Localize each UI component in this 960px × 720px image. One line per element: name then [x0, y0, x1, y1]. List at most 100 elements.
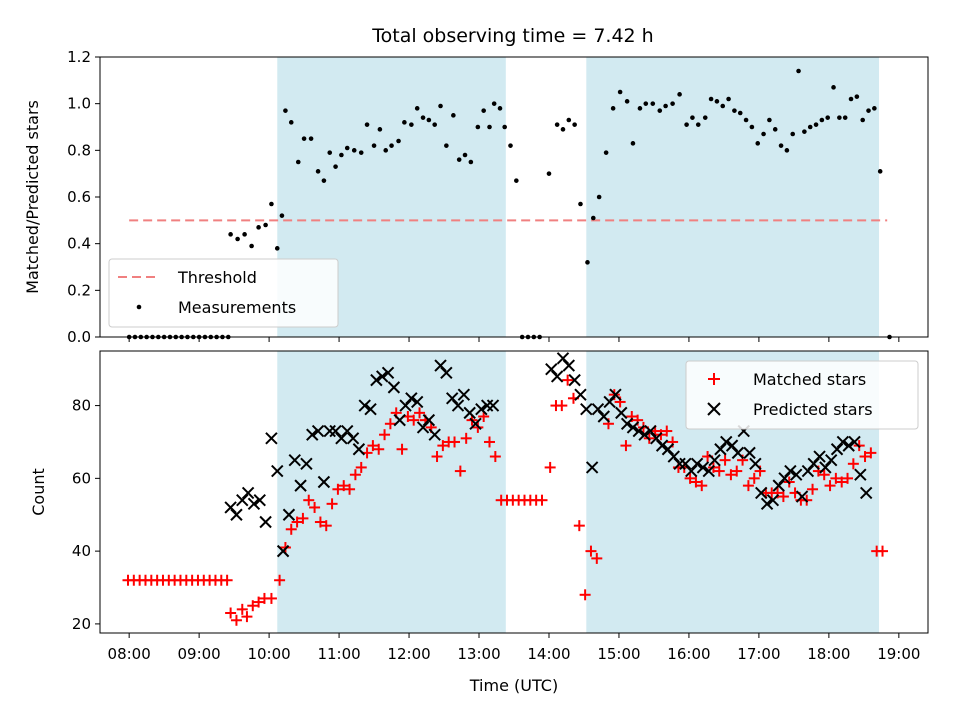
measurement-point: [755, 141, 761, 146]
predicted-star-point: [638, 428, 651, 441]
predicted-star-point: [416, 421, 430, 434]
measurement-point: [456, 157, 462, 162]
predicted-star-point: [801, 464, 815, 478]
predicted-star-point: [317, 475, 331, 489]
bottom-panel-x-axis: 08:00 09:00 10:00 11:00 12:00 13:00 14:00 15:00…: [108, 633, 920, 663]
predicted-star-point: [480, 399, 494, 412]
matched-star-point: [818, 469, 830, 481]
measurement-point: [295, 159, 301, 165]
measurement-point: [732, 108, 737, 113]
matched-star-point: [253, 596, 265, 608]
matched-star-point: [274, 574, 286, 586]
measurement-point: [657, 108, 663, 113]
predicted-star-point: [440, 366, 453, 380]
bottom-panel-y-axis: 20 40 60 80: [72, 397, 100, 633]
predicted-star-point: [702, 464, 715, 478]
matched-star-point: [241, 611, 253, 623]
predicted-star-point: [632, 424, 645, 438]
measurement-point: [624, 99, 630, 104]
measurement-point: [677, 92, 682, 97]
predicted-star-point: [650, 432, 663, 445]
predicted-star-point: [714, 443, 727, 456]
measurement-point: [578, 201, 583, 207]
predicted-star-point: [271, 464, 284, 478]
matched-star-point: [265, 592, 277, 604]
measurement-point: [860, 117, 865, 123]
matched-star-point: [591, 552, 603, 564]
measurement-point: [288, 120, 294, 125]
predicted-star-point: [236, 493, 249, 507]
predicted-star-point: [550, 370, 564, 383]
measurement-point: [508, 143, 513, 148]
predicted-star-point: [405, 392, 418, 405]
measurement-point: [451, 113, 456, 118]
predicted-star-point: [556, 352, 570, 365]
matched-star-point: [309, 501, 321, 513]
matched-star-point: [314, 516, 326, 528]
x-tick-label: 15:00: [597, 645, 640, 663]
matched-star-point: [865, 447, 877, 459]
predicted-star-point: [766, 493, 780, 507]
predicted-star-point: [451, 399, 465, 412]
measurement-point: [842, 115, 848, 120]
matched-star-point: [573, 520, 585, 532]
predicted-star-point: [422, 413, 436, 427]
predicted-star-point: [428, 428, 441, 441]
measurement-point: [761, 131, 766, 137]
x-tick-label: 10:00: [247, 645, 290, 663]
predicted-star-point: [644, 424, 657, 438]
measurement-point: [497, 106, 503, 111]
predicted-star-point: [655, 439, 669, 452]
bottom-legend: Matched stars Predicted stars: [685, 360, 919, 430]
predicted-star-point: [282, 508, 296, 521]
matched-star-point: [396, 443, 408, 455]
measurement-point: [572, 122, 577, 127]
predicted-star-point: [241, 486, 255, 500]
predicted-star-point: [772, 479, 785, 492]
legend-matched-label: Matched stars: [753, 370, 866, 389]
matched-star-point: [536, 494, 548, 506]
matched-star-point: [830, 472, 842, 484]
measurement-point: [684, 122, 689, 127]
predicted-star-point: [352, 443, 366, 456]
matched-star-point: [585, 545, 597, 557]
measurement-point: [708, 96, 714, 102]
measurement-point: [690, 115, 695, 120]
measurement-point: [468, 159, 474, 165]
measurement-point: [327, 150, 333, 155]
measurement-point: [702, 115, 708, 120]
predicted-star-point: [585, 461, 599, 474]
matched-star-point: [661, 425, 673, 437]
predicted-star-point: [358, 399, 371, 412]
predicted-star-point: [667, 450, 680, 463]
legend-threshold-label: Threshold: [177, 268, 257, 287]
matched-star-point: [437, 440, 449, 452]
measurement-point: [444, 143, 449, 148]
measurement-point: [825, 115, 831, 120]
measurement-point: [438, 103, 443, 109]
top-legend: Threshold Measurements: [108, 258, 339, 328]
predicted-star-point: [661, 443, 675, 456]
bottom-panel-frame: [99, 350, 929, 634]
measurement-point: [279, 213, 285, 218]
predicted-star-point: [329, 424, 342, 438]
measurement-point: [364, 122, 370, 127]
measurement-point: [315, 169, 321, 174]
measurement-point: [487, 124, 492, 130]
measurement-point: [767, 117, 772, 123]
matched-star-point: [291, 516, 303, 528]
measurement-point: [831, 85, 836, 90]
matched-star-point: [247, 600, 259, 612]
top-legend-box: [108, 258, 339, 328]
legend-matched-swatch: [708, 373, 720, 385]
matched-star-point: [449, 436, 461, 448]
measurement-point: [714, 99, 720, 104]
measurement-point: [263, 222, 268, 228]
measurement-point: [409, 122, 414, 127]
predicted-star-point: [609, 388, 622, 401]
predicted-star-point: [790, 468, 803, 481]
matched-star-point: [562, 374, 574, 386]
predicted-star-point: [807, 457, 820, 471]
predicted-star-point: [311, 424, 325, 438]
predicted-star-point: [708, 453, 721, 467]
